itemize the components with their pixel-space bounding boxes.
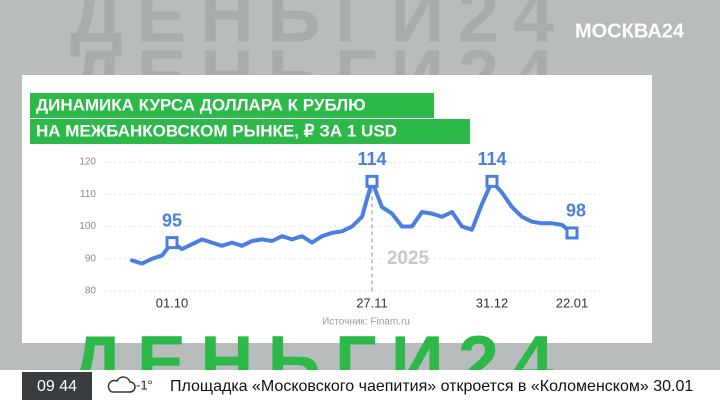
y-tick-label: 120 bbox=[79, 157, 96, 168]
point-marker bbox=[365, 174, 379, 188]
clock: 09 44 bbox=[37, 378, 77, 395]
annotation: 2025 bbox=[387, 248, 430, 269]
y-tick-label: 110 bbox=[80, 189, 96, 200]
point-marker bbox=[485, 174, 499, 188]
title-band bbox=[30, 119, 470, 144]
x-tick-label: 27.11 bbox=[356, 295, 388, 310]
x-tick-label: 01.10 bbox=[156, 295, 189, 310]
line bbox=[130, 179, 574, 266]
clock-box bbox=[22, 372, 92, 400]
value-label: 95 bbox=[162, 210, 182, 230]
x-tick-label: 22.01 bbox=[556, 295, 589, 310]
plot: 80 90 100 110 120 01.10 27.11 31.12 22.01 2025 95 1… bbox=[79, 149, 600, 310]
y-tick-label: 80 bbox=[85, 286, 97, 297]
y-tick-label: 100 bbox=[79, 221, 96, 232]
chart-title: НА МЕЖБАНКОВСКОМ РЫНКЕ, ₽ ЗА 1 USD bbox=[36, 121, 397, 140]
watermark: ДЕНЬГИ24 bbox=[70, 0, 568, 58]
value-label: 114 bbox=[477, 149, 506, 169]
ticker-bar bbox=[0, 370, 720, 405]
weather-icon bbox=[107, 376, 136, 393]
y-tick-label: 90 bbox=[85, 253, 97, 264]
point-marker bbox=[565, 226, 579, 240]
title-band bbox=[30, 93, 434, 118]
value-label: 98 bbox=[566, 201, 586, 221]
temperature: -1° bbox=[136, 377, 153, 392]
x-tick-label: 31.12 bbox=[476, 295, 509, 310]
headline: Площадка «Московского чаепития» откроетс… bbox=[170, 378, 693, 395]
source: Источник: Finam.ru bbox=[322, 317, 410, 328]
value-label: 114 bbox=[357, 149, 386, 169]
channel-logo: МОСКВА24 bbox=[575, 20, 685, 42]
point-marker bbox=[165, 236, 179, 250]
chart-title: ДИНАМИКА КУРСА ДОЛЛАРА К РУБЛЮ bbox=[36, 95, 366, 114]
